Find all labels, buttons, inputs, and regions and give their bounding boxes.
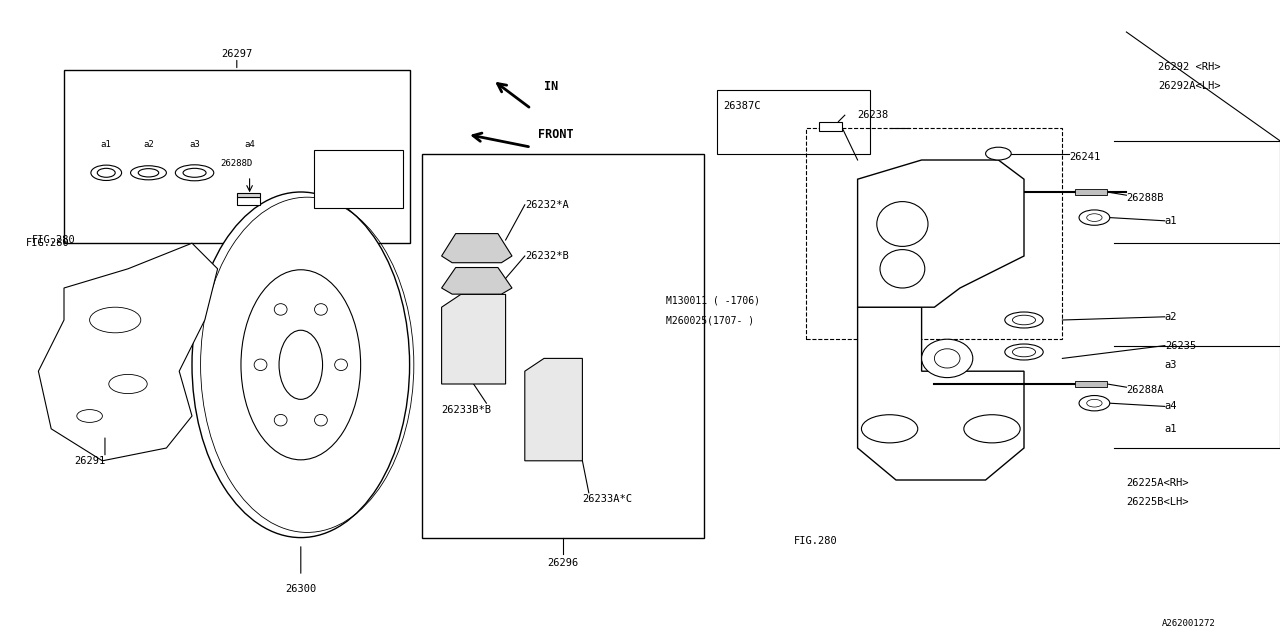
Polygon shape: [442, 268, 512, 294]
Ellipse shape: [1012, 347, 1036, 357]
Text: a3: a3: [189, 140, 200, 148]
Text: FRONT: FRONT: [538, 128, 573, 141]
Circle shape: [986, 147, 1011, 160]
Circle shape: [964, 415, 1020, 443]
Polygon shape: [38, 243, 218, 461]
Text: 26292A<LH>: 26292A<LH>: [1158, 81, 1221, 92]
Circle shape: [861, 415, 918, 443]
Bar: [1075, 189, 1107, 195]
Bar: [237, 197, 260, 205]
Circle shape: [91, 165, 122, 180]
Ellipse shape: [255, 359, 268, 371]
Circle shape: [97, 168, 115, 177]
Ellipse shape: [1005, 344, 1043, 360]
Ellipse shape: [77, 410, 102, 422]
Text: 26296: 26296: [548, 558, 579, 568]
Text: M260025(1707- ): M260025(1707- ): [666, 315, 754, 325]
Ellipse shape: [274, 303, 287, 315]
Ellipse shape: [881, 250, 924, 288]
Text: 26288B: 26288B: [1126, 193, 1164, 204]
Ellipse shape: [315, 303, 328, 315]
Text: 26225A<RH>: 26225A<RH>: [1126, 478, 1189, 488]
Text: 26232*B: 26232*B: [525, 251, 568, 261]
Ellipse shape: [175, 165, 214, 181]
Ellipse shape: [109, 374, 147, 394]
Text: 26288A: 26288A: [1126, 385, 1164, 396]
Ellipse shape: [241, 270, 361, 460]
Text: 26300: 26300: [285, 584, 316, 594]
Ellipse shape: [934, 349, 960, 368]
Bar: [1075, 381, 1107, 387]
Ellipse shape: [183, 168, 206, 177]
Text: 26292 <RH>: 26292 <RH>: [1158, 62, 1221, 72]
Text: 26297: 26297: [221, 49, 252, 60]
Circle shape: [1079, 396, 1110, 411]
Ellipse shape: [1012, 316, 1036, 325]
Ellipse shape: [1005, 312, 1043, 328]
Text: a2: a2: [1165, 312, 1178, 322]
Polygon shape: [525, 358, 582, 461]
Bar: [64, 70, 410, 243]
Ellipse shape: [877, 202, 928, 246]
Text: 26233A*C: 26233A*C: [582, 494, 632, 504]
Text: A262001272: A262001272: [1162, 620, 1216, 628]
Text: a1: a1: [1165, 216, 1178, 226]
Circle shape: [1087, 399, 1102, 407]
Bar: [237, 193, 260, 197]
Text: FIG.280: FIG.280: [32, 235, 76, 245]
Ellipse shape: [131, 166, 166, 180]
Text: 26241: 26241: [1069, 152, 1100, 162]
Text: 26225B<LH>: 26225B<LH>: [1126, 497, 1189, 508]
Polygon shape: [442, 234, 512, 262]
Text: a4: a4: [244, 140, 255, 148]
Polygon shape: [442, 294, 506, 384]
Ellipse shape: [192, 192, 410, 538]
Bar: [314, 150, 403, 208]
Ellipse shape: [138, 169, 159, 177]
Text: 26238: 26238: [858, 110, 888, 120]
Text: 26291: 26291: [74, 456, 105, 466]
Text: 26232*A: 26232*A: [525, 200, 568, 210]
Bar: [717, 90, 870, 154]
Text: IN: IN: [544, 80, 558, 93]
Text: FIG.280: FIG.280: [794, 536, 837, 546]
Ellipse shape: [274, 415, 287, 426]
Bar: [806, 128, 1062, 339]
Text: a1: a1: [1165, 424, 1178, 434]
Text: 26288D: 26288D: [220, 159, 253, 168]
Ellipse shape: [279, 330, 323, 399]
Polygon shape: [858, 307, 1024, 480]
Text: a4: a4: [1165, 401, 1178, 412]
Polygon shape: [858, 160, 1024, 307]
Bar: [422, 154, 704, 538]
Ellipse shape: [334, 359, 347, 371]
Bar: [819, 122, 842, 131]
Text: a2: a2: [143, 140, 154, 148]
Text: 26233B*B: 26233B*B: [442, 404, 492, 415]
Text: a1: a1: [101, 140, 111, 148]
Ellipse shape: [315, 415, 328, 426]
Circle shape: [1087, 214, 1102, 221]
Text: 26387C: 26387C: [723, 100, 760, 111]
Text: a3: a3: [1165, 360, 1178, 370]
Text: 26235: 26235: [1165, 340, 1196, 351]
Ellipse shape: [90, 307, 141, 333]
Circle shape: [1079, 210, 1110, 225]
Text: FIG.280: FIG.280: [26, 238, 69, 248]
Ellipse shape: [922, 339, 973, 378]
Text: M130011 ( -1706): M130011 ( -1706): [666, 296, 759, 306]
